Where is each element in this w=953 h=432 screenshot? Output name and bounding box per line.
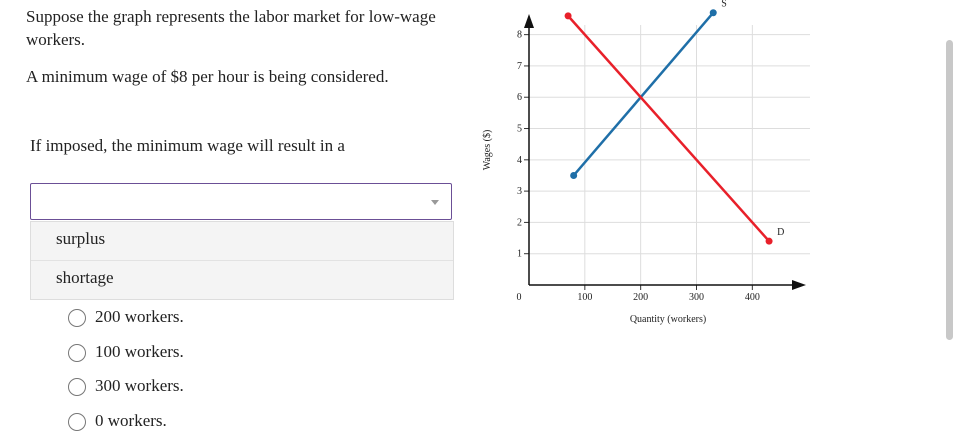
- choice-label[interactable]: 0 workers.: [95, 410, 167, 430]
- y-tick-label: 5: [517, 124, 522, 135]
- radio-button[interactable]: [68, 412, 86, 431]
- point: [765, 237, 773, 245]
- x-tick-label: 100: [577, 292, 592, 303]
- y-tick-label: 7: [517, 61, 522, 72]
- y-tick-label: 3: [517, 186, 522, 197]
- y-tick-label: 8: [517, 30, 522, 41]
- y-tick-label: 1: [517, 249, 522, 260]
- series-line: [572, 11, 715, 177]
- y-tick-label: 6: [517, 92, 522, 103]
- radio-button[interactable]: [68, 343, 86, 362]
- point: [709, 9, 717, 17]
- dropdown-option[interactable]: shortage: [56, 268, 114, 287]
- question-proposal: A minimum wage of $8 per hour is being c…: [26, 67, 389, 86]
- scrollbar[interactable]: [946, 40, 953, 340]
- x-tick-label: 300: [689, 292, 704, 303]
- y-tick-label: 0: [517, 292, 522, 303]
- point: [564, 12, 572, 20]
- series-line: [567, 15, 771, 243]
- y-axis-title: Wages ($): [482, 130, 493, 171]
- dropdown[interactable]: [30, 183, 452, 220]
- y-axis-arrow: [524, 14, 534, 28]
- series-label: D: [777, 227, 784, 238]
- radio-button[interactable]: [68, 378, 86, 396]
- dropdown-option[interactable]: surplus: [56, 229, 106, 248]
- x-tick-label: 400: [745, 292, 760, 303]
- y-tick-label: 2: [517, 217, 522, 228]
- y-tick-label: 4: [517, 155, 522, 166]
- choice-label[interactable]: 200 workers.: [95, 307, 184, 326]
- series-label: S: [721, 0, 727, 10]
- radio-button[interactable]: [68, 309, 86, 327]
- dropdown-menu: surplus shortage: [30, 221, 454, 300]
- question-prompt: If imposed, the minimum wage will result…: [30, 136, 345, 155]
- x-tick-label: 200: [633, 292, 648, 303]
- x-axis-arrow: [792, 280, 806, 290]
- question-intro: Suppose the graph represents the labor m…: [26, 7, 436, 49]
- x-axis-title: Quantity (workers): [630, 314, 706, 325]
- point: [570, 171, 578, 179]
- choice-label[interactable]: 300 workers.: [95, 376, 184, 395]
- choice-label[interactable]: 100 workers.: [95, 341, 184, 361]
